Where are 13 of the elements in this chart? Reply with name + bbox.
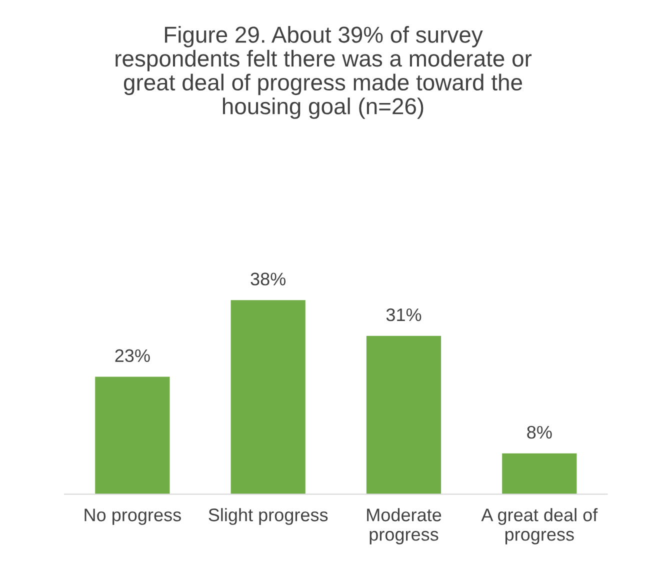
x-tick-label: Slight progress [208, 508, 328, 525]
data-label: 23% [115, 349, 150, 362]
chart-title: Figure 29. About 39% of survey respondents felt there was a moderate or great deal of progress made toward the housing goal (n=26) [116, 26, 532, 119]
data-label: 8% [527, 426, 552, 439]
bar [502, 453, 577, 494]
data-label: 31% [386, 308, 422, 322]
data-label: 38% [250, 272, 286, 286]
x-tick-label: Moderate progress [367, 508, 442, 544]
x-tick-label: A great deal of progress [481, 508, 598, 544]
x-tick-label: No progress [84, 508, 181, 525]
bar [230, 300, 306, 494]
bar [95, 376, 170, 494]
bar [366, 336, 442, 494]
